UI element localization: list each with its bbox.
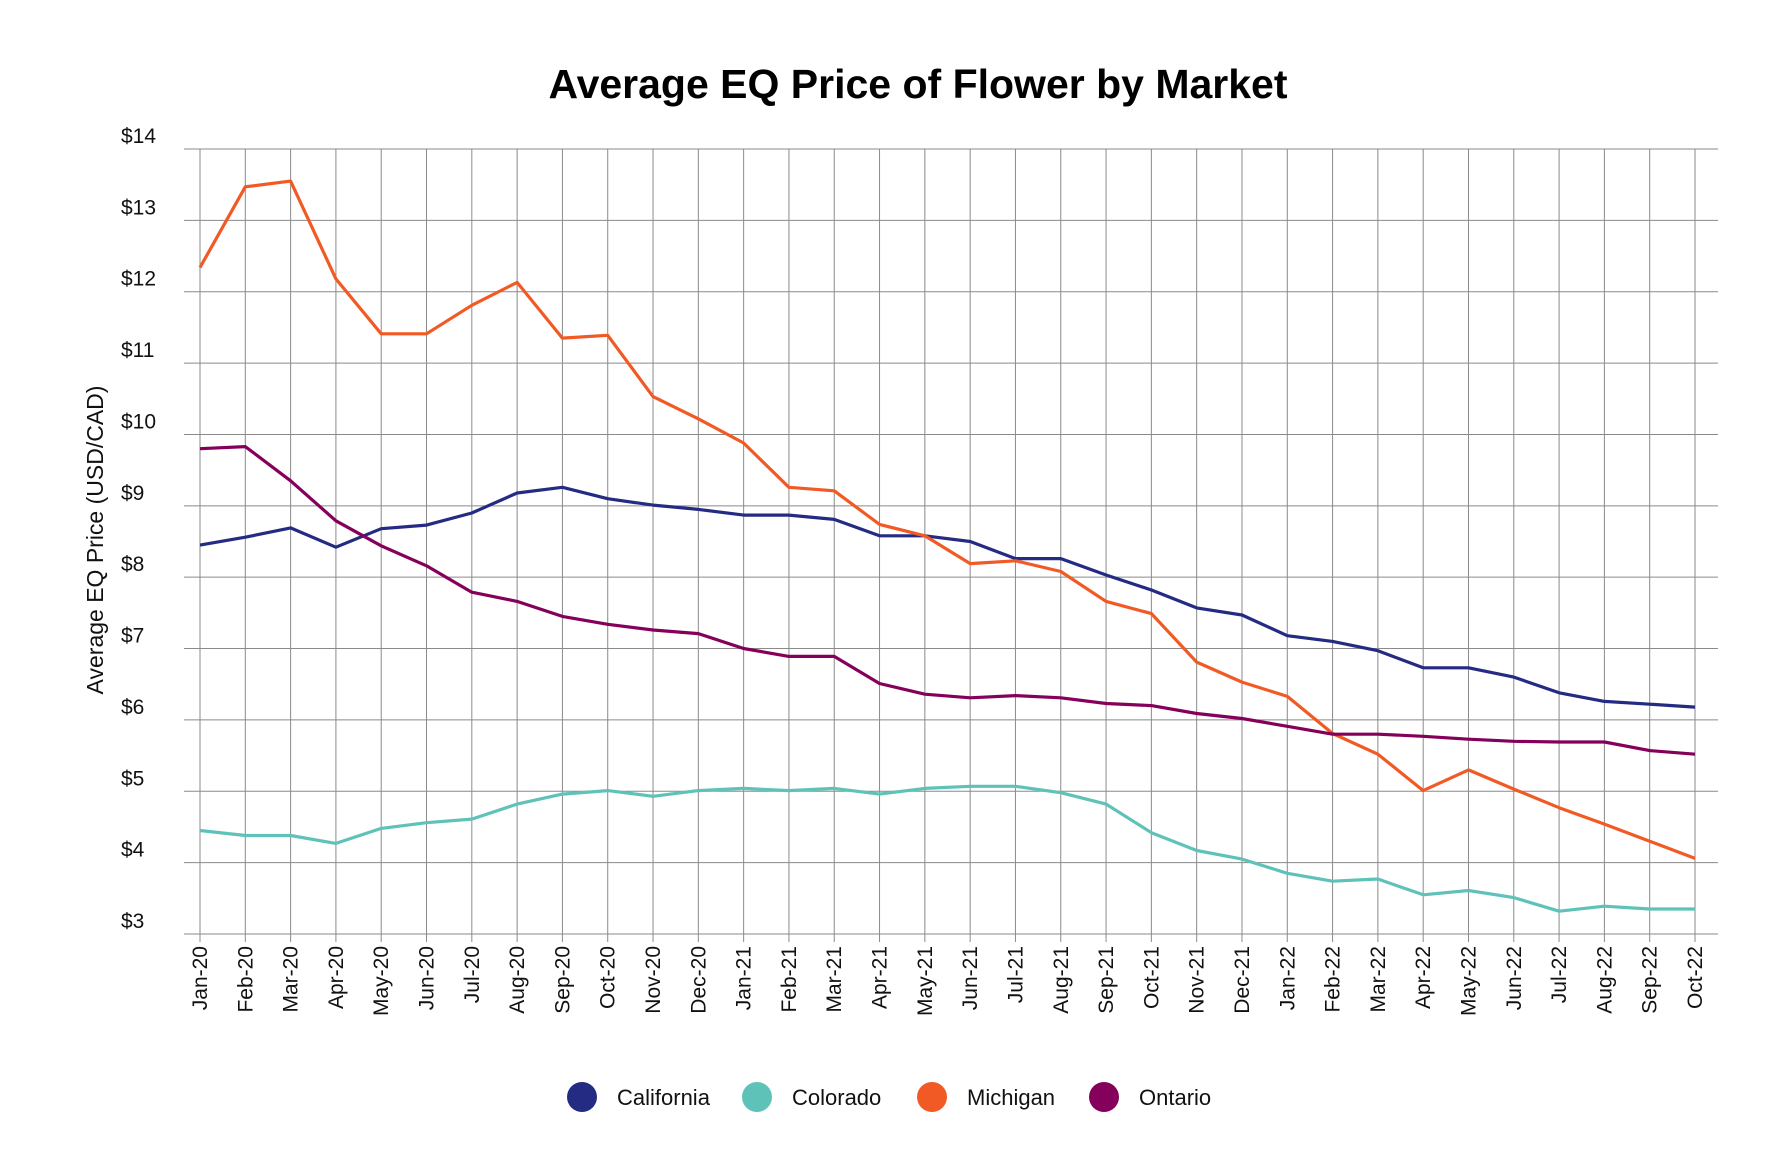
- legend-marker: [567, 1082, 597, 1112]
- x-tick-label: Jun-20: [416, 946, 439, 1010]
- x-tick-label: Aug-22: [1593, 946, 1616, 1014]
- y-tick-label: $11: [121, 339, 154, 362]
- legend: California Colorado Michigan Ontario: [567, 1082, 1211, 1112]
- y-tick-label: $5: [121, 767, 144, 790]
- x-tick-label: Apr-20: [325, 946, 348, 1009]
- y-tick-label: $6: [121, 696, 144, 719]
- x-axis-ticks: Jan-20 Feb-20 Mar-20 Apr-20 May-20 Jun-20 Jul-…: [189, 946, 1707, 1016]
- x-tick-label: May-21: [914, 946, 937, 1016]
- x-tick-label: May-22: [1457, 946, 1480, 1016]
- x-tick-label: Jul-20: [461, 946, 484, 1003]
- x-tick-label: Sep-20: [551, 946, 574, 1014]
- y-tick-label: $13: [121, 196, 156, 219]
- x-tick-label: Apr-21: [869, 946, 892, 1009]
- y-tick-label: $4: [121, 839, 145, 862]
- grid: [184, 148, 1718, 942]
- x-tick-label: Aug-20: [506, 946, 529, 1014]
- series-line-california: [199, 485, 1696, 709]
- x-tick-label: Jun-22: [1503, 946, 1526, 1010]
- legend-item-ontario: Ontario: [1089, 1082, 1211, 1112]
- x-tick-label: Feb-22: [1322, 946, 1345, 1013]
- series-lines: [198, 179, 1696, 913]
- x-tick-label: Mar-21: [823, 946, 846, 1013]
- x-tick-label: Jul-22: [1548, 946, 1571, 1003]
- x-tick-label: Oct-20: [597, 946, 620, 1009]
- y-tick-label: $3: [121, 910, 144, 933]
- legend-label: Michigan: [967, 1085, 1055, 1110]
- x-tick-label: May-20: [370, 946, 393, 1016]
- x-tick-label: Feb-20: [234, 946, 257, 1013]
- legend-marker: [917, 1082, 947, 1112]
- x-tick-label: Jun-21: [959, 946, 982, 1010]
- legend-item-california: California: [567, 1082, 711, 1112]
- series-line-ontario: [199, 445, 1696, 756]
- x-tick-label: Jan-21: [733, 946, 756, 1010]
- y-tick-label: $10: [121, 410, 156, 433]
- series-line-michigan: [198, 179, 1696, 860]
- x-tick-label: Nov-21: [1186, 946, 1209, 1014]
- x-tick-label: Mar-22: [1367, 946, 1390, 1013]
- x-tick-label: Jan-22: [1276, 946, 1299, 1010]
- y-tick-label: $14: [121, 125, 156, 148]
- y-tick-label: $9: [121, 482, 144, 505]
- legend-label: California: [617, 1085, 711, 1110]
- legend-item-colorado: Colorado: [742, 1082, 881, 1112]
- x-tick-label: Mar-20: [280, 946, 303, 1013]
- y-tick-label: $7: [121, 625, 144, 648]
- x-tick-label: Oct-22: [1684, 946, 1707, 1009]
- series-line-colorado: [199, 784, 1695, 913]
- x-tick-label: Jan-20: [189, 946, 212, 1010]
- legend-item-michigan: Michigan: [917, 1082, 1055, 1112]
- x-tick-label: Apr-22: [1412, 946, 1435, 1009]
- x-tick-label: Sep-21: [1095, 946, 1118, 1014]
- y-axis-label: Average EQ Price (USD/CAD): [82, 386, 108, 695]
- legend-marker: [1089, 1082, 1119, 1112]
- y-tick-label: $12: [121, 268, 156, 291]
- x-tick-label: Nov-20: [642, 946, 665, 1014]
- chart-title: Average EQ Price of Flower by Market: [548, 61, 1287, 107]
- x-tick-label: Jul-21: [1004, 946, 1027, 1003]
- x-tick-label: Oct-21: [1140, 946, 1163, 1009]
- x-tick-label: Sep-22: [1639, 946, 1662, 1014]
- x-tick-label: Dec-21: [1231, 946, 1254, 1014]
- x-tick-label: Dec-20: [687, 946, 710, 1014]
- legend-label: Colorado: [792, 1085, 881, 1110]
- y-tick-label: $8: [121, 553, 144, 576]
- legend-marker: [742, 1082, 772, 1112]
- legend-label: Ontario: [1139, 1085, 1211, 1110]
- x-tick-label: Aug-21: [1050, 946, 1073, 1014]
- y-axis-ticks: $3 $4 $5 $6 $7 $8 $9 $10 $11 $12 $13 $14: [121, 125, 156, 933]
- x-tick-label: Feb-21: [778, 946, 801, 1013]
